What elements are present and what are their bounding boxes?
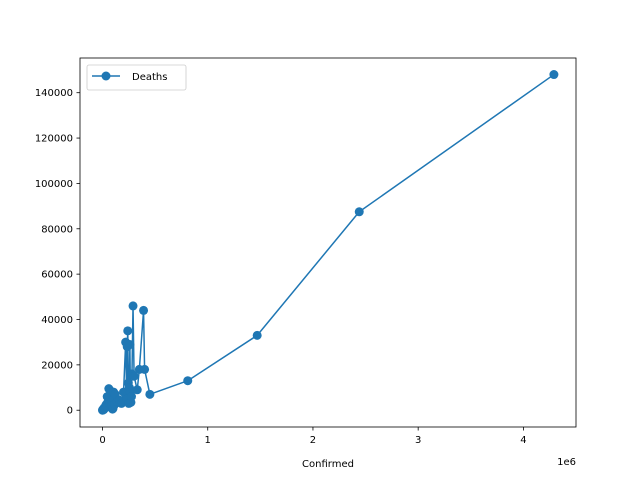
- data-point: [139, 305, 149, 315]
- x-axis-label: Confirmed: [302, 459, 354, 470]
- x-tick-label: 0: [99, 435, 105, 446]
- series-layer: [98, 70, 559, 415]
- y-axis: 0 20000 40000 60000 80000 100000 120000 140000: [35, 88, 80, 417]
- data-point: [183, 376, 193, 386]
- legend: Deaths: [86, 64, 187, 91]
- data-point: [145, 389, 155, 399]
- data-point: [128, 301, 138, 311]
- y-tick-label: 80000: [41, 224, 73, 235]
- data-point: [125, 339, 135, 349]
- data-point: [252, 330, 262, 340]
- data-point: [140, 364, 150, 374]
- x-tick-label: 1: [205, 435, 211, 446]
- x-tick-label: 4: [520, 435, 526, 446]
- x-axis: 0 1 2 3 4: [99, 427, 527, 446]
- y-tick-label: 140000: [35, 88, 73, 99]
- data-point: [549, 70, 559, 80]
- data-point: [123, 326, 133, 336]
- x-tick-label: 2: [310, 435, 316, 446]
- y-tick-label: 60000: [41, 270, 73, 281]
- y-tick-label: 100000: [35, 179, 73, 190]
- y-tick-label: 120000: [35, 134, 73, 145]
- y-tick-label: 0: [67, 406, 73, 417]
- data-point: [354, 207, 364, 217]
- data-point: [129, 371, 139, 381]
- legend-entry-deaths: Deaths: [132, 72, 167, 83]
- data-point: [126, 392, 136, 402]
- data-point: [132, 385, 142, 395]
- y-tick-label: 20000: [41, 360, 73, 371]
- legend-marker-swatch: [101, 71, 111, 81]
- y-tick-label: 40000: [41, 315, 73, 326]
- legend-box: [86, 64, 187, 91]
- x-tick-label: 3: [415, 435, 421, 446]
- axes-frame: [79, 57, 577, 428]
- x-axis-offset-label: 1e6: [557, 457, 576, 468]
